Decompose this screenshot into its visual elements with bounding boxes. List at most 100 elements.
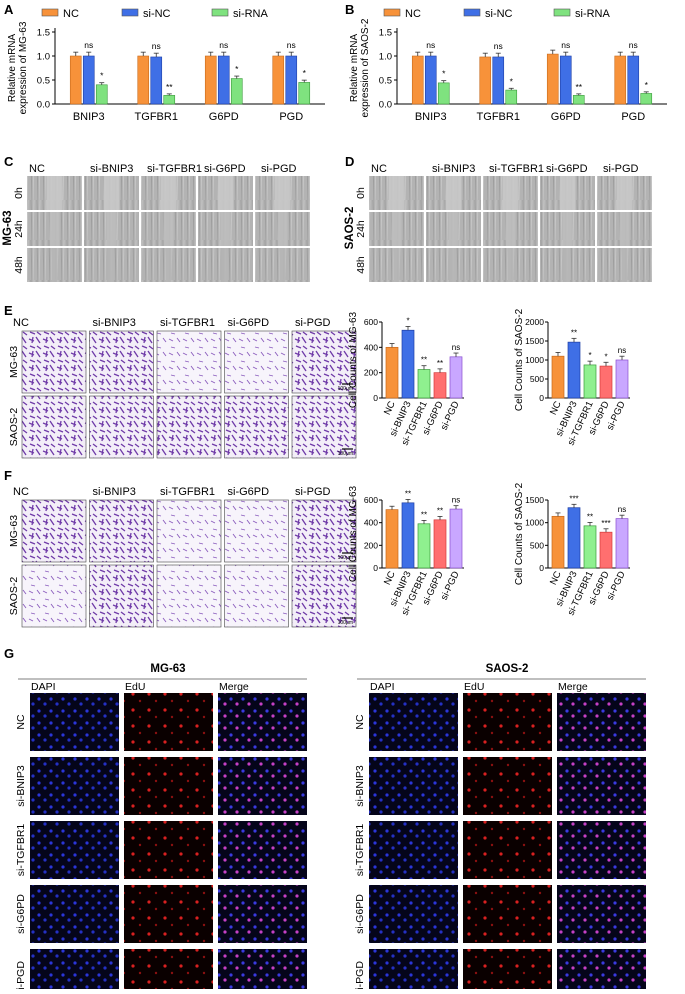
bar xyxy=(449,508,463,569)
bar xyxy=(217,55,230,105)
bar xyxy=(546,53,559,105)
significance-label: * xyxy=(235,64,239,74)
transwell-image xyxy=(21,330,87,394)
transwell-image xyxy=(291,564,357,628)
legend-label: NC xyxy=(63,8,79,20)
chart-b: NC si-NC si-RNA Relative mRNA expression of … xyxy=(349,8,667,123)
panel-title: SAOS-2 xyxy=(486,663,529,675)
bar xyxy=(433,519,447,569)
y-tick-label: 0.0 xyxy=(37,100,50,111)
bar xyxy=(95,84,108,105)
significance-label: *** xyxy=(601,519,610,528)
bar xyxy=(559,55,572,105)
y-tick-label: 0.5 xyxy=(379,76,392,87)
row-label: 0h xyxy=(355,187,367,199)
bar xyxy=(417,523,431,569)
significance-label: * xyxy=(100,71,104,81)
x-tick-label: BNIP3 xyxy=(415,111,447,123)
panel-g-edu: MG-63 DAPI EdU Merge NC si-BNIP3 si-TGFBR1 si-G… xyxy=(15,663,646,994)
significance-label: * xyxy=(604,352,607,361)
wound-gap xyxy=(388,176,405,210)
bar xyxy=(615,359,629,399)
column-label: NC xyxy=(29,163,45,175)
wound-gap xyxy=(450,248,457,282)
y-axis-label: Relative mRNA xyxy=(349,34,360,103)
significance-label: * xyxy=(303,68,307,78)
y-tick-label: 0 xyxy=(539,393,544,403)
significance-label: ns xyxy=(618,346,626,355)
transwell-image xyxy=(21,564,87,628)
fluorescence-image xyxy=(124,757,213,815)
column-label: Merge xyxy=(219,681,249,693)
bar xyxy=(551,355,565,399)
significance-label: ** xyxy=(587,512,593,521)
scale-bar-label: 100μm xyxy=(338,386,353,392)
bar xyxy=(437,82,450,105)
bar xyxy=(69,55,82,105)
transwell-image xyxy=(156,564,222,628)
x-tick-label: TGFBR1 xyxy=(477,111,520,123)
y-tick-label: 1000 xyxy=(525,355,544,365)
significance-label: * xyxy=(442,69,446,79)
wound-gap xyxy=(502,176,519,210)
significance-label: ns xyxy=(618,505,626,514)
transwell-image xyxy=(291,499,357,563)
column-label: si-G6PD xyxy=(546,163,588,175)
bar xyxy=(572,95,585,105)
fluorescence-image xyxy=(30,821,119,879)
bar xyxy=(567,507,581,569)
x-tick-label: NC xyxy=(548,400,564,417)
significance-label: ns xyxy=(84,40,93,50)
x-tick-label: NC xyxy=(382,570,398,587)
panel-c-wound-healing: NC si-BNIP3 si-TGFBR1 si-G6PD si-PGD 0h 24h 48h… xyxy=(2,163,310,282)
chart-f-mg63: Cell Counts of MG-63 0200400600NC**si-BNI… xyxy=(348,485,464,617)
bar xyxy=(82,55,95,105)
panel-letter-f: F xyxy=(4,468,12,483)
fluorescence-image xyxy=(369,949,458,994)
fluorescence-image xyxy=(463,885,552,943)
significance-label: *** xyxy=(569,494,578,503)
y-tick-label: 1.5 xyxy=(37,28,50,39)
wound-gap xyxy=(559,176,576,210)
transwell-image xyxy=(21,395,87,459)
column-label: si-TGFBR1 xyxy=(147,163,202,175)
significance-label: ** xyxy=(437,359,443,368)
column-label: si-BNIP3 xyxy=(432,163,475,175)
bar xyxy=(385,509,399,569)
fluorescence-image xyxy=(30,693,119,751)
column-label: EdU xyxy=(125,681,145,693)
row-label: si-BNIP3 xyxy=(15,765,27,807)
wound-gap xyxy=(160,176,177,210)
fluorescence-image xyxy=(557,949,646,994)
x-tick-label: G6PD xyxy=(551,111,581,123)
transwell-image xyxy=(156,330,222,394)
fluorescence-image xyxy=(369,693,458,751)
fluorescence-image xyxy=(218,821,307,879)
column-label: Merge xyxy=(558,681,588,693)
column-label: si-PGD xyxy=(295,486,331,498)
wound-gap xyxy=(621,248,628,282)
fluorescence-image xyxy=(463,949,552,994)
column-label: si-PGD xyxy=(261,163,297,175)
bar xyxy=(230,78,243,105)
row-label: SAOS-2 xyxy=(8,577,20,616)
column-label: EdU xyxy=(464,681,484,693)
x-tick-label: TGFBR1 xyxy=(135,111,178,123)
transwell-image xyxy=(291,330,357,394)
bar xyxy=(272,55,285,105)
significance-label: ns xyxy=(426,40,435,50)
wound-gap xyxy=(51,248,58,282)
wound-gap xyxy=(505,212,516,246)
row-label: si-TGFBR1 xyxy=(15,824,27,877)
legend-label: NC xyxy=(405,8,421,20)
legend-swatch xyxy=(463,8,481,17)
row-label: MG-63 xyxy=(8,346,20,378)
bar xyxy=(615,518,629,569)
wound-gap xyxy=(49,212,60,246)
chart-a: NC si-NC si-RNA Relative mRNA expression of … xyxy=(7,8,325,123)
scale-bar-label: 100μm xyxy=(338,555,353,561)
bar xyxy=(614,55,627,105)
fluorescence-image xyxy=(124,821,213,879)
fluorescence-image xyxy=(463,693,552,751)
y-tick-label: 1500 xyxy=(525,495,544,505)
